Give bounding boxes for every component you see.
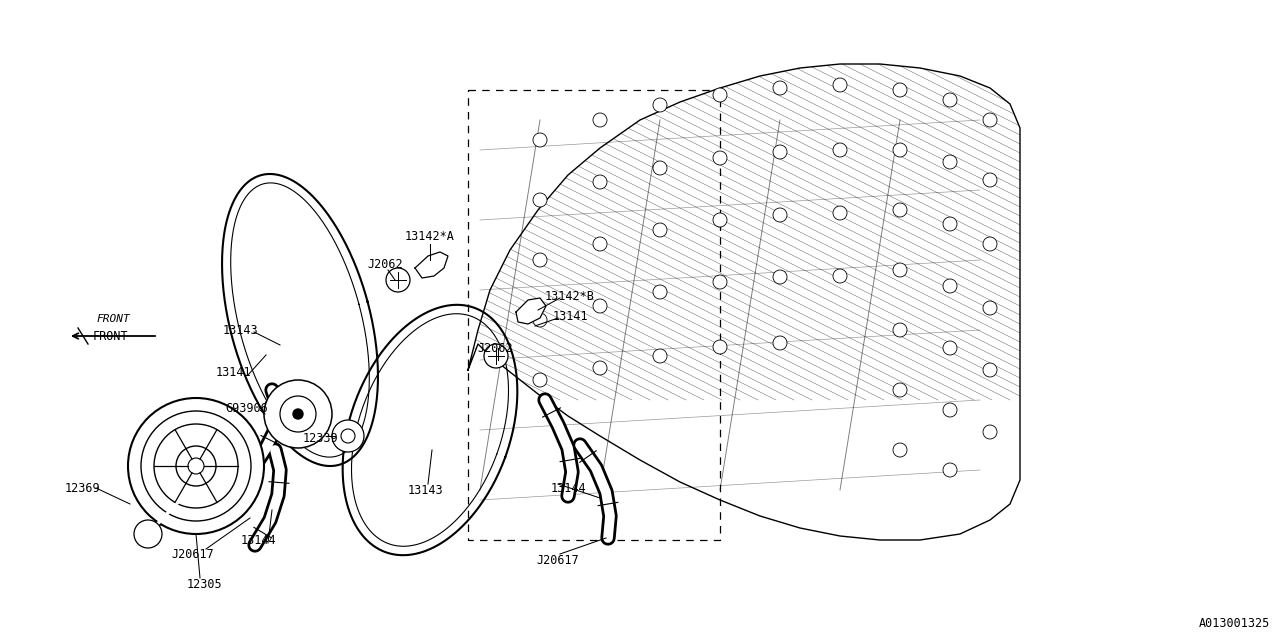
Circle shape xyxy=(833,206,847,220)
Circle shape xyxy=(893,383,908,397)
Circle shape xyxy=(893,203,908,217)
Circle shape xyxy=(264,380,332,448)
Circle shape xyxy=(532,193,547,207)
Circle shape xyxy=(893,323,908,337)
Text: J20617: J20617 xyxy=(536,554,580,566)
Text: 13141: 13141 xyxy=(552,310,588,323)
Circle shape xyxy=(134,520,163,548)
Circle shape xyxy=(653,349,667,363)
Circle shape xyxy=(532,313,547,327)
Circle shape xyxy=(154,424,238,508)
Circle shape xyxy=(983,425,997,439)
Circle shape xyxy=(773,336,787,350)
Circle shape xyxy=(773,208,787,222)
Circle shape xyxy=(943,279,957,293)
Text: J2062: J2062 xyxy=(477,342,513,355)
Circle shape xyxy=(593,299,607,313)
Text: A013001325: A013001325 xyxy=(1199,617,1270,630)
Circle shape xyxy=(713,275,727,289)
Text: J2062: J2062 xyxy=(367,257,403,271)
Circle shape xyxy=(532,133,547,147)
Circle shape xyxy=(340,429,355,443)
Circle shape xyxy=(593,361,607,375)
Circle shape xyxy=(833,143,847,157)
Polygon shape xyxy=(415,252,448,278)
Circle shape xyxy=(773,270,787,284)
Circle shape xyxy=(713,213,727,227)
Circle shape xyxy=(532,373,547,387)
Text: 12369: 12369 xyxy=(64,481,100,495)
Circle shape xyxy=(177,446,216,486)
Circle shape xyxy=(128,398,264,534)
Polygon shape xyxy=(468,64,1020,540)
Circle shape xyxy=(983,301,997,315)
Circle shape xyxy=(773,81,787,95)
Circle shape xyxy=(387,268,410,292)
Circle shape xyxy=(943,341,957,355)
Circle shape xyxy=(943,403,957,417)
Circle shape xyxy=(713,151,727,165)
Circle shape xyxy=(983,173,997,187)
Text: 13144: 13144 xyxy=(550,481,586,495)
Circle shape xyxy=(593,113,607,127)
Circle shape xyxy=(893,263,908,277)
Circle shape xyxy=(833,269,847,283)
Circle shape xyxy=(141,411,251,521)
Text: 12339: 12339 xyxy=(302,431,338,445)
Text: 13144: 13144 xyxy=(241,534,275,547)
Circle shape xyxy=(943,463,957,477)
Text: FRONT: FRONT xyxy=(96,314,129,324)
Circle shape xyxy=(893,443,908,457)
Circle shape xyxy=(532,253,547,267)
Circle shape xyxy=(653,285,667,299)
Text: G93906: G93906 xyxy=(225,401,269,415)
Circle shape xyxy=(293,409,303,419)
Polygon shape xyxy=(516,298,547,324)
Circle shape xyxy=(280,396,316,432)
Text: 13143: 13143 xyxy=(223,323,257,337)
Circle shape xyxy=(773,145,787,159)
Circle shape xyxy=(943,217,957,231)
Text: 13142*B: 13142*B xyxy=(545,289,595,303)
Circle shape xyxy=(983,237,997,251)
Circle shape xyxy=(983,113,997,127)
Text: 13142*A: 13142*A xyxy=(404,230,454,243)
Circle shape xyxy=(893,83,908,97)
Circle shape xyxy=(983,363,997,377)
Circle shape xyxy=(833,78,847,92)
Circle shape xyxy=(893,143,908,157)
Circle shape xyxy=(653,223,667,237)
Circle shape xyxy=(943,155,957,169)
Circle shape xyxy=(943,93,957,107)
Circle shape xyxy=(593,175,607,189)
Circle shape xyxy=(332,420,364,452)
Circle shape xyxy=(653,161,667,175)
Text: 13141: 13141 xyxy=(215,365,251,378)
Circle shape xyxy=(713,88,727,102)
Circle shape xyxy=(713,340,727,354)
Text: 13143: 13143 xyxy=(407,483,443,497)
Text: 12305: 12305 xyxy=(186,577,221,591)
Circle shape xyxy=(593,237,607,251)
Circle shape xyxy=(653,98,667,112)
Circle shape xyxy=(484,344,508,368)
Text: J20617: J20617 xyxy=(172,548,214,561)
Circle shape xyxy=(188,458,204,474)
Text: FRONT: FRONT xyxy=(92,330,128,342)
